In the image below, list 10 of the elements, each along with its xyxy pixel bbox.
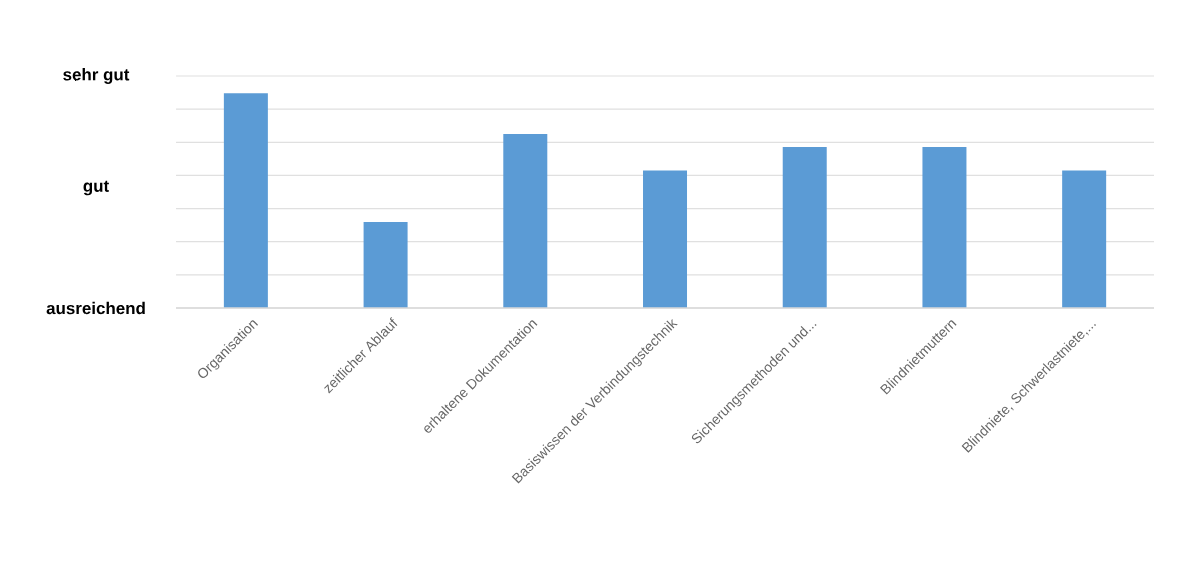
bar (1062, 170, 1107, 308)
bar (363, 222, 408, 308)
bar (503, 134, 548, 308)
text: ausreichend (46, 301, 145, 315)
bar (643, 170, 688, 308)
bar (922, 146, 967, 308)
bar (782, 146, 827, 308)
text: gut (83, 180, 109, 196)
bar (223, 93, 268, 308)
text: sehr gut (63, 68, 130, 84)
